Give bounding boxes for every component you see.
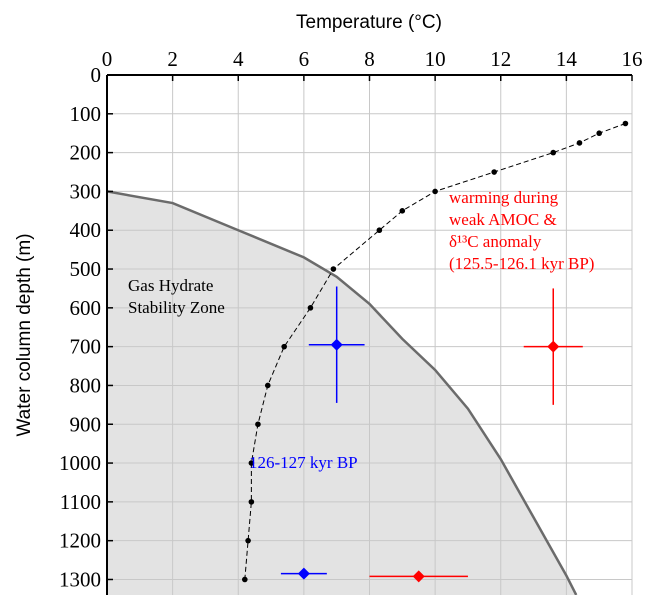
y-tick-label: 200 bbox=[70, 141, 102, 165]
x-tick-label: 2 bbox=[167, 47, 178, 71]
data-point bbox=[547, 340, 560, 353]
y-tick-label: 500 bbox=[70, 257, 102, 281]
profile-point bbox=[307, 305, 314, 311]
y-tick-label: 400 bbox=[70, 218, 102, 242]
profile-point bbox=[399, 208, 406, 214]
profile-point bbox=[281, 343, 287, 350]
y-tick-label: 0 bbox=[91, 63, 102, 87]
y-tick-label: 1200 bbox=[59, 529, 101, 553]
annotation: warming during bbox=[449, 188, 559, 207]
y-axis-label: Water column depth (m) bbox=[14, 233, 35, 436]
profile-point bbox=[491, 169, 497, 175]
x-tick-label: 10 bbox=[425, 47, 446, 71]
y-tick-label: 600 bbox=[70, 296, 102, 320]
axes: 0 2 4 6 8 10 12 14 16 0 100 200 300 400 500 600 700 800 90… bbox=[59, 47, 643, 595]
annotation: weak AMOC & bbox=[449, 210, 557, 229]
annotation: (125.5-126.1 kyr BP) bbox=[449, 254, 594, 273]
profile-point bbox=[550, 149, 557, 156]
annotation: Gas Hydrate bbox=[128, 276, 213, 295]
y-tick-label: 1300 bbox=[59, 567, 101, 591]
profile-point bbox=[576, 140, 583, 146]
y-tick-label: 900 bbox=[70, 412, 102, 436]
profile-point bbox=[622, 120, 629, 127]
profile-point bbox=[255, 421, 261, 428]
profile-point bbox=[248, 499, 255, 505]
y-tick-label: 300 bbox=[70, 179, 102, 203]
y-tick-label: 1100 bbox=[60, 490, 101, 514]
profile-point bbox=[330, 266, 337, 272]
profile-point bbox=[242, 576, 248, 583]
stability-zone-fill bbox=[107, 191, 577, 595]
annotation: δ¹³C anomaly bbox=[449, 232, 542, 251]
stability-boundary bbox=[106, 190, 578, 595]
profile-point bbox=[376, 227, 383, 234]
x-tick-label: 14 bbox=[556, 47, 578, 71]
x-tick-label: 16 bbox=[622, 47, 643, 71]
x-tick-label: 12 bbox=[490, 47, 511, 71]
data bbox=[106, 120, 629, 595]
profile-point bbox=[432, 188, 438, 195]
data-point bbox=[330, 338, 343, 351]
y-tick-label: 700 bbox=[70, 335, 102, 359]
y-tick-label: 800 bbox=[70, 373, 102, 397]
annotation: Stability Zone bbox=[128, 298, 225, 317]
x-tick-label: 8 bbox=[364, 47, 375, 71]
x-axis-label: Temperature (°C) bbox=[296, 12, 442, 33]
profile-point bbox=[264, 382, 271, 389]
x-tick-label: 6 bbox=[299, 47, 310, 71]
data-point bbox=[297, 567, 310, 580]
data-point bbox=[412, 570, 425, 583]
annotation: 126-127 kyr BP bbox=[249, 453, 358, 472]
x-tick-label: 0 bbox=[102, 47, 113, 71]
profile-point bbox=[596, 130, 602, 137]
profile-point bbox=[245, 537, 251, 544]
x-tick-label: 4 bbox=[233, 47, 244, 71]
profile-point bbox=[248, 460, 255, 466]
y-tick-label: 100 bbox=[70, 102, 102, 126]
y-tick-label: 1000 bbox=[59, 451, 101, 475]
